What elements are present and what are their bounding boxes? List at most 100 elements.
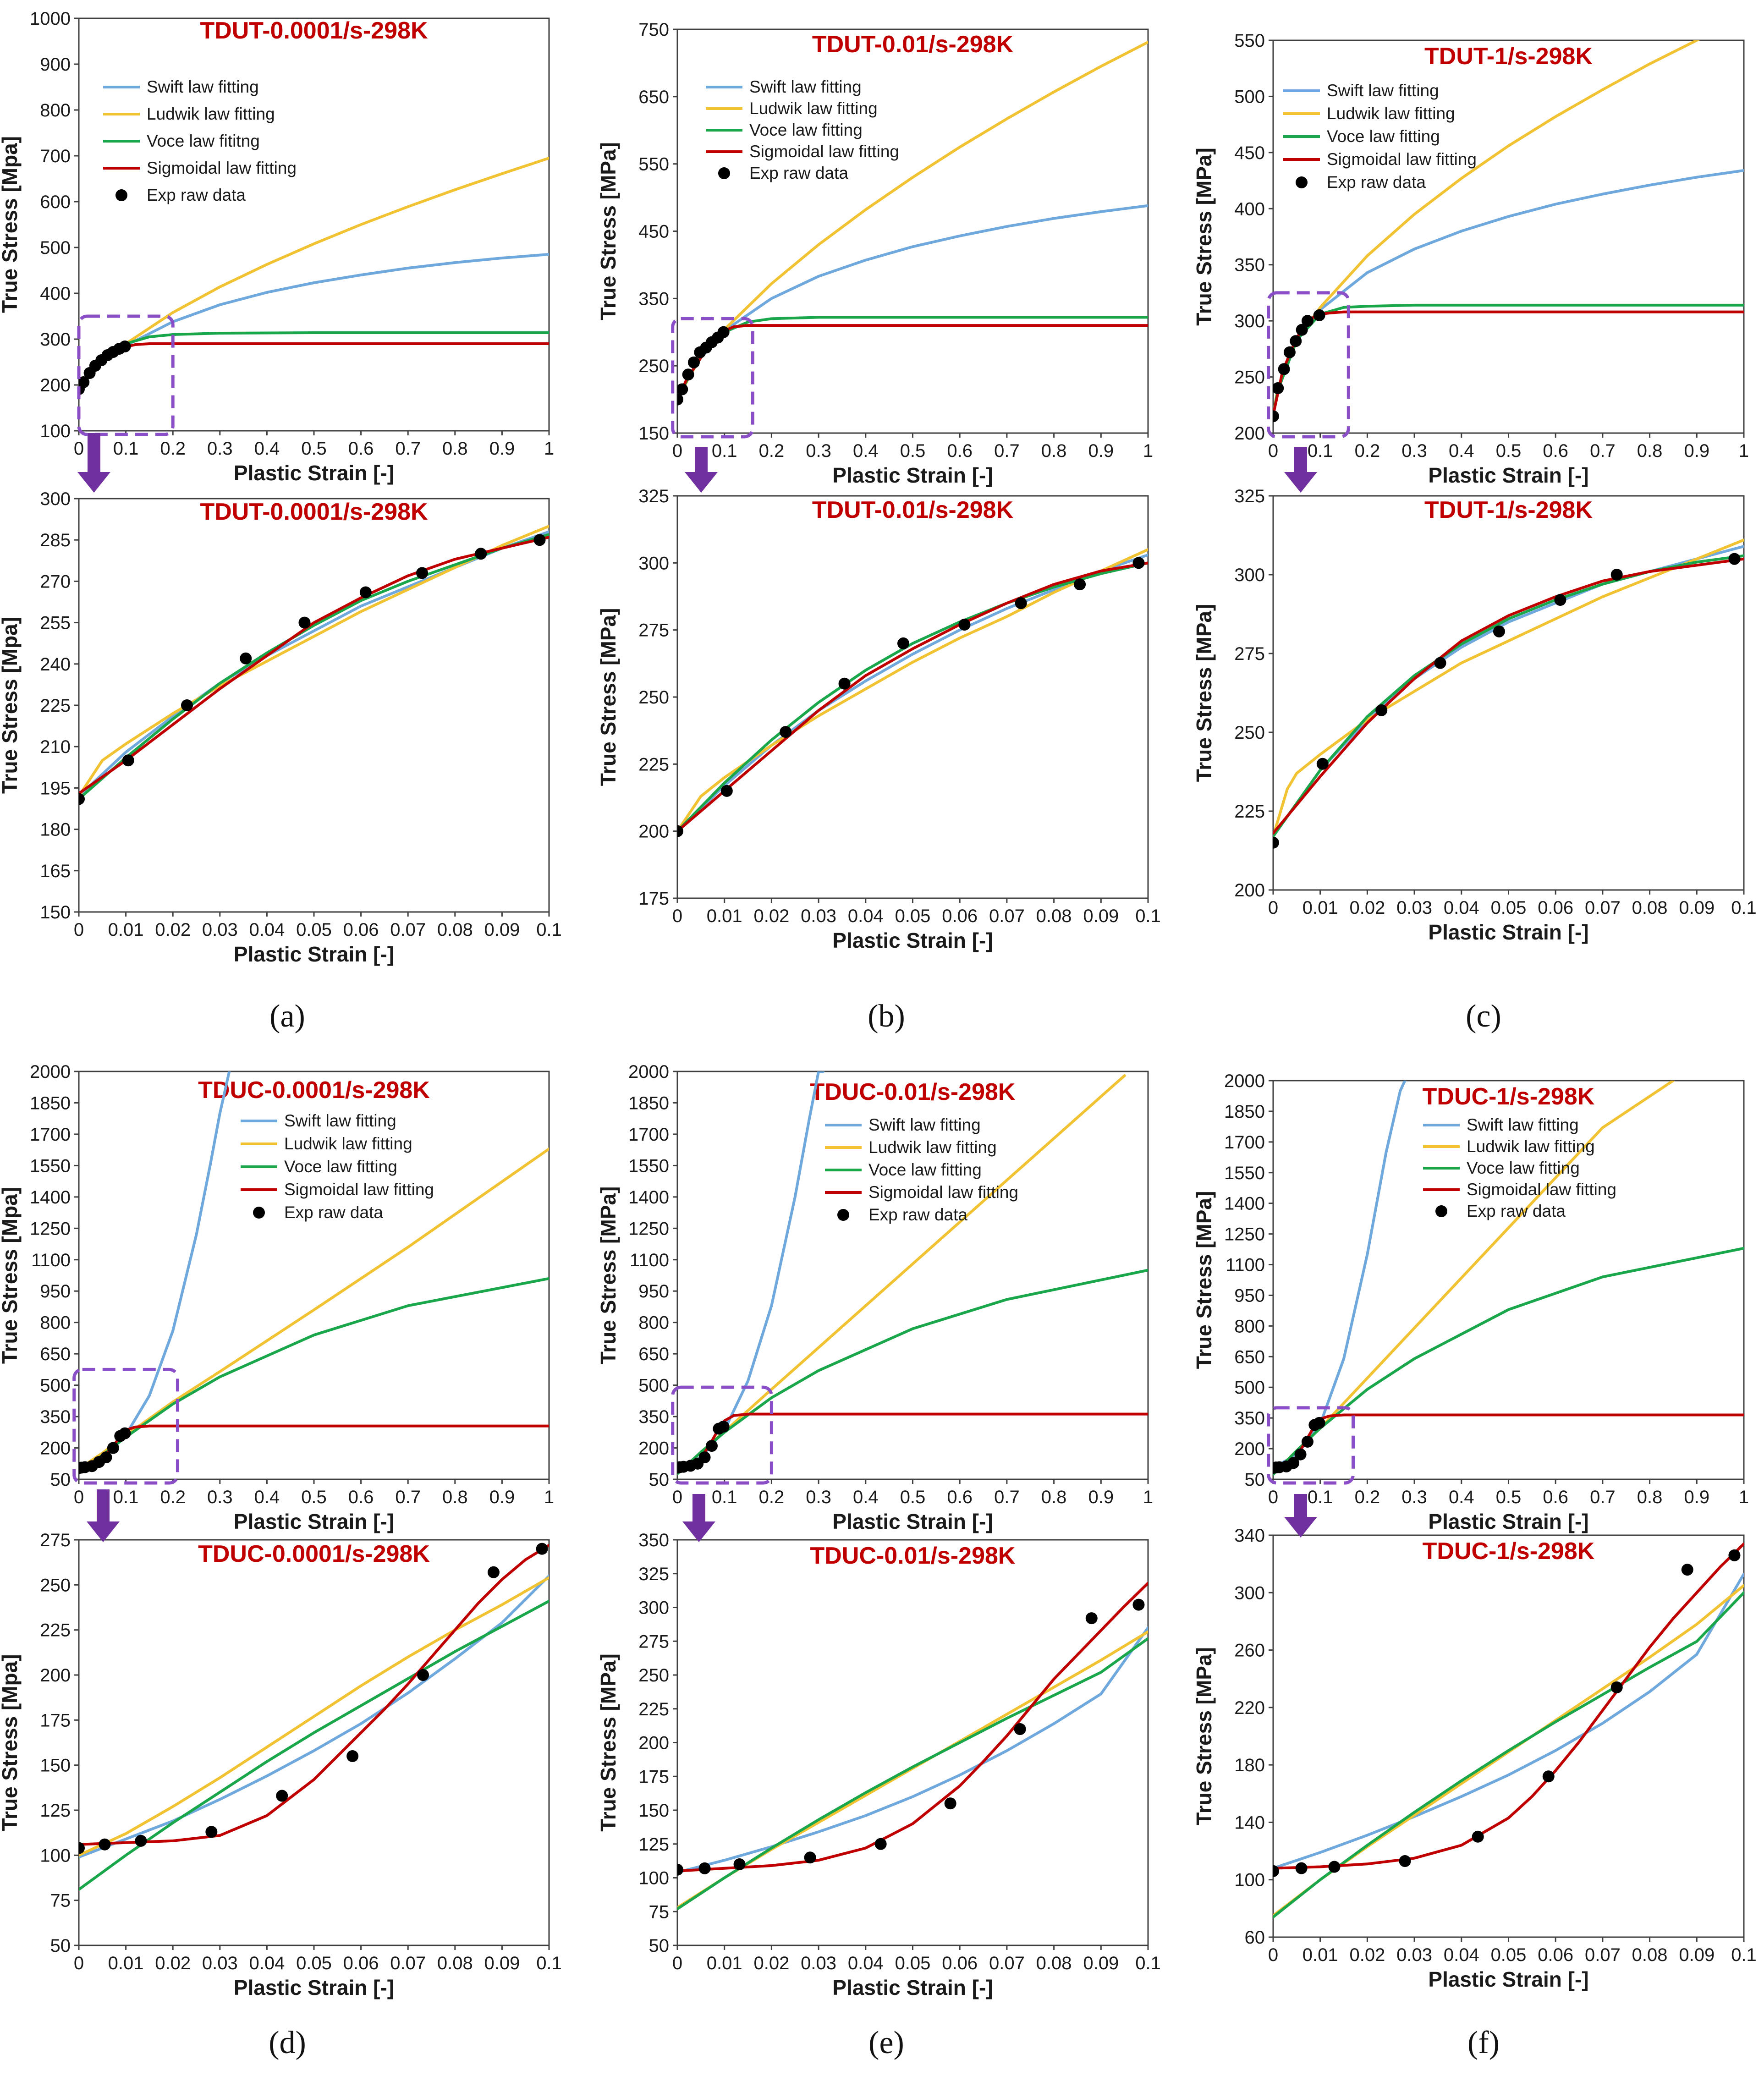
x-tick-label: 0.3: [806, 1487, 831, 1507]
x-tick-label: 0.2: [160, 439, 186, 459]
series-layer: [677, 548, 1148, 837]
exp-data-point: [181, 699, 193, 711]
x-tick-label: 0.01: [108, 920, 144, 940]
y-tick-label: 325: [638, 486, 669, 506]
y-tick-label: 500: [1234, 1378, 1265, 1398]
legend: Swift law fitting Ludwik law fitting Voce …: [1283, 81, 1477, 192]
y-tick-label: 1400: [1224, 1194, 1265, 1214]
x-tick-label: 0.07: [1585, 1945, 1621, 1965]
y-tick-label: 1700: [628, 1125, 669, 1145]
chart-b-full: 0 0.1 0.2 0.3 0.4 0.5 0.6 0.7 0.8 0.9 1 150 250 350 45…: [596, 20, 1153, 487]
x-tick-label: 0.05: [1491, 1945, 1527, 1965]
x-tick-label: 0.04: [848, 906, 884, 926]
y-tick-label: 260: [1234, 1641, 1265, 1661]
x-tick-label: 0.07: [989, 1953, 1025, 1973]
y-tick-label: 150: [40, 902, 71, 923]
series-line-ludwik: [79, 1147, 549, 1471]
y-tick-label: 275: [638, 1631, 669, 1652]
y-tick-label: 150: [638, 1801, 669, 1821]
y-tick-label: 100: [40, 1845, 71, 1866]
series-layer: [79, 525, 549, 805]
y-axis-label: True Stress [Mpa]: [0, 1654, 22, 1831]
panel-label-a: (a): [269, 999, 305, 1034]
x-tick-label: 0.3: [1401, 441, 1427, 461]
x-axis-label: Plastic Strain [-]: [832, 1976, 993, 1999]
y-tick-label: 200: [40, 375, 71, 395]
x-tick-label: 0.07: [390, 920, 426, 940]
x-tick-label: 0.02: [155, 1953, 191, 1973]
exp-data-point: [944, 1797, 956, 1810]
exp-data-point: [1493, 625, 1505, 637]
y-tick-label: 400: [1234, 199, 1265, 219]
x-tick-label: 0.7: [395, 1487, 421, 1507]
series-line-swift: [1273, 1572, 1744, 1870]
x-tick-label: 0.05: [895, 1953, 931, 1973]
y-tick-label: 100: [1234, 1870, 1265, 1890]
legend-label: Sigmoidal law fitting: [284, 1180, 434, 1199]
exp-data-point: [1287, 1457, 1300, 1469]
x-tick-label: 0.07: [390, 1953, 426, 1973]
x-tick-label: 0.01: [1302, 1945, 1338, 1965]
zoom-arrow-icon: [682, 1494, 715, 1542]
y-tick-label: 300: [1234, 1583, 1265, 1603]
x-tick-label: 0.03: [202, 920, 238, 940]
exp-data-point: [720, 785, 733, 797]
exp-data-point: [346, 1750, 359, 1762]
series-line-sigmoidal: [677, 561, 1148, 833]
exp-data-point: [677, 825, 683, 837]
y-tick-label: 1100: [31, 1250, 71, 1270]
exp-data-point: [1610, 569, 1623, 581]
x-tick-label: 0: [1268, 898, 1278, 918]
x-tick-label: 0.9: [1088, 1487, 1114, 1507]
legend-label: Voce law fitting: [284, 1157, 397, 1176]
y-tick-label: 125: [40, 1801, 71, 1821]
y-tick-label: 800: [638, 1313, 669, 1333]
series-line-voce: [1273, 1591, 1744, 1919]
chart-title: TDUC-0.0001/s-298K: [198, 1077, 430, 1104]
legend-label: Ludwik law fitting: [284, 1134, 412, 1153]
y-tick-label: 2000: [1224, 1071, 1265, 1091]
y-tick-label: 225: [638, 754, 669, 774]
x-tick-label: 0.03: [801, 1953, 836, 1973]
exp-data-point: [733, 1858, 746, 1870]
x-tick-label: 0.8: [1637, 1487, 1663, 1507]
legend: Swift law fitting Ludwik law fitting Voce …: [241, 1111, 434, 1222]
x-tick-label: 0.09: [1083, 906, 1119, 926]
y-tick-label: 1250: [30, 1219, 71, 1239]
exp-data-point: [1399, 1855, 1411, 1867]
chart-c-zoom: 0 0.01 0.02 0.03 0.04 0.05 0.06 0.07 0.08 0.09 0.1…: [1192, 486, 1757, 944]
exp-data-point: [1681, 1564, 1693, 1576]
x-tick-label: 0.02: [753, 906, 789, 926]
x-tick-label: 0.8: [1637, 441, 1663, 461]
y-tick-label: 950: [1234, 1285, 1265, 1306]
y-tick-label: 250: [638, 1665, 669, 1686]
x-tick-label: 0.03: [801, 906, 836, 926]
y-axis-label: True Stress [MPa]: [596, 1653, 620, 1832]
y-tick-label: 950: [40, 1281, 71, 1302]
x-tick-label: 0.4: [853, 441, 879, 461]
y-tick-label: 175: [638, 1767, 669, 1787]
series-layer: [1273, 1542, 1744, 1919]
y-tick-label: 1100: [1225, 1255, 1265, 1275]
x-tick-label: 0.01: [1302, 898, 1338, 918]
x-tick-label: 0.07: [989, 906, 1025, 926]
x-tick-label: 0.05: [296, 1953, 332, 1973]
y-tick-label: 300: [638, 1598, 669, 1618]
x-tick-label: 0.8: [1041, 1487, 1067, 1507]
chart-a-zoom: 0 0.01 0.02 0.03 0.04 0.05 0.06 0.07 0.08 0.09 0.1…: [0, 489, 562, 966]
x-tick-label: 1: [544, 439, 554, 459]
x-tick-label: 0.7: [994, 441, 1020, 461]
chart-e-full: 0 0.1 0.2 0.3 0.4 0.5 0.6 0.7 0.8 0.9 1 50 200 350 500…: [596, 1062, 1153, 1533]
y-tick-label: 600: [40, 192, 71, 212]
exp-data-point: [1273, 410, 1279, 423]
zoom-arrow-icon: [77, 433, 110, 493]
legend-label: Exp raw data: [868, 1205, 967, 1224]
y-axis-label: True Stress [Mpa]: [0, 617, 22, 794]
y-tick-label: 225: [40, 1620, 71, 1641]
series-line-sigmoidal: [79, 536, 549, 795]
y-tick-label: 450: [638, 222, 669, 242]
series-layer: [79, 1543, 549, 1891]
series-line-voce: [677, 1637, 1148, 1911]
y-tick-label: 225: [40, 696, 71, 716]
